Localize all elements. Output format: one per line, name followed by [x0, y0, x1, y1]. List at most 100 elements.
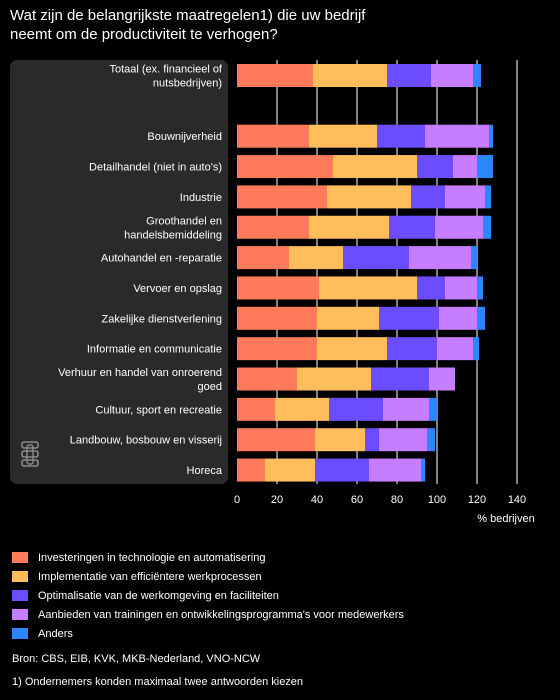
bar-segment: [453, 155, 477, 179]
legend-label: Anders: [38, 627, 73, 640]
bar-segment: [411, 185, 445, 209]
bar-segment: [483, 215, 491, 239]
x-tick-label: 80: [391, 494, 403, 506]
bar-segment: [387, 64, 431, 87]
legend-item: Implementatie van efficiëntere werkproce…: [12, 567, 552, 586]
legend-item: Optimalisatie van de werkomgeving en fac…: [12, 586, 552, 605]
bar-segment: [389, 215, 435, 239]
bar-segment: [237, 246, 289, 270]
category-label: Industrie: [180, 192, 222, 204]
bar-segment: [379, 428, 427, 452]
chart-title-line-2: neemt om de productiviteit te verhogen?: [10, 26, 278, 43]
category-label: Informatie en communicatie: [87, 344, 222, 356]
bars: [237, 64, 493, 482]
x-tick-label: 60: [351, 494, 363, 506]
category-label: Detailhandel (niet in auto's): [89, 162, 222, 174]
bar-segment: [429, 397, 437, 421]
bar-segment: [371, 367, 429, 391]
bar-segment: [309, 124, 377, 148]
bar-segment: [237, 367, 297, 391]
category-label: Cultuur, sport en recreatie: [95, 404, 222, 416]
bar-segment: [387, 337, 437, 361]
x-axis-ticks: 0 20 40 60 80 100 120 140: [234, 494, 526, 506]
bar-segment: [477, 276, 483, 300]
legend-label: Implementatie van efficiëntere werkproce…: [38, 570, 262, 583]
category-label: Zakelijke dienstverlening: [102, 313, 222, 325]
x-tick-label: 100: [428, 494, 446, 506]
bar-segment: [435, 215, 483, 239]
bar-segment: [471, 246, 477, 270]
bar-segment: [237, 215, 309, 239]
bar-segment: [237, 185, 327, 209]
stacked-bar-chart: Totaal (ex. financieel of nutsbedrijven) B…: [10, 60, 535, 525]
legend-swatch: [12, 590, 28, 601]
x-tick-label: 120: [468, 494, 486, 506]
bar-segment: [319, 276, 417, 300]
bar-segment: [477, 306, 485, 330]
footnote: 1) Ondernemers konden maximaal twee antw…: [12, 676, 304, 688]
bar-segment: [445, 276, 477, 300]
bar-segment: [445, 185, 485, 209]
legend-label: Aanbieden van trainingen en ontwikkeling…: [38, 608, 404, 621]
bar-segment: [275, 397, 329, 421]
bar-segment: [477, 155, 493, 179]
bar-segment: [289, 246, 343, 270]
bar-segment: [317, 306, 379, 330]
bar-segment: [383, 397, 429, 421]
bar-segment: [237, 306, 317, 330]
bar-segment: [489, 124, 493, 148]
bar-segment: [431, 64, 473, 87]
bar-segment: [421, 458, 425, 482]
legend-label: Investeringen in technologie en automati…: [38, 551, 266, 564]
bar-segment: [439, 306, 477, 330]
bar-segment: [237, 458, 265, 482]
legend: Investeringen in technologie en automati…: [12, 548, 552, 643]
category-panel: [10, 60, 228, 484]
bar-segment: [327, 185, 411, 209]
bar-segment: [237, 428, 315, 452]
bar-segment: [379, 306, 439, 330]
bar-segment: [265, 458, 315, 482]
bar-segment: [365, 428, 379, 452]
bar-segment: [343, 246, 409, 270]
bar-segment: [313, 64, 387, 87]
source-note: Bron: CBS, EIB, KVK, MKB-Nederland, VNO-…: [12, 653, 261, 665]
bar-segment: [237, 155, 333, 179]
legend-item: Investeringen in technologie en automati…: [12, 548, 552, 567]
bar-segment: [333, 155, 417, 179]
legend-swatch: [12, 609, 28, 620]
bar-segment: [315, 458, 369, 482]
bar-segment: [237, 397, 275, 421]
x-axis-label: % bedrijven: [477, 513, 534, 525]
x-tick-label: 20: [271, 494, 283, 506]
legend-swatch: [12, 552, 28, 563]
chart-title-line-1: Wat zijn de belangrijkste maatregelen1) …: [10, 7, 366, 24]
bar-segment: [315, 428, 365, 452]
bar-segment: [237, 337, 317, 361]
x-tick-label: 140: [508, 494, 526, 506]
legend-item: Anders: [12, 624, 552, 643]
legend-swatch: [12, 628, 28, 639]
bar-segment: [237, 276, 319, 300]
bar-segment: [427, 428, 435, 452]
category-label: Totaal (ex. financieel of nutsbedrijven): [109, 64, 222, 90]
category-label: Autohandel en -reparatie: [101, 253, 222, 265]
bar-segment: [377, 124, 425, 148]
category-labels: Totaal (ex. financieel of nutsbedrijven) B…: [58, 64, 223, 478]
bar-segment: [417, 276, 445, 300]
bar-segment: [437, 337, 473, 361]
legend-label: Optimalisatie van de werkomgeving en fac…: [38, 589, 279, 602]
bar-segment: [429, 367, 455, 391]
bar-segment: [329, 397, 383, 421]
x-tick-label: 40: [311, 494, 323, 506]
category-label: Landbouw, bosbouw en visserij: [70, 435, 222, 447]
bar-segment: [417, 155, 453, 179]
bar-segment: [237, 64, 313, 87]
bar-segment: [473, 337, 479, 361]
bar-segment: [425, 124, 489, 148]
bar-segment: [309, 215, 389, 239]
cbs-logo-icon: [21, 441, 39, 467]
chart-title: Wat zijn de belangrijkste maatregelen1) …: [10, 6, 530, 44]
legend-swatch: [12, 571, 28, 582]
bar-segment: [237, 124, 309, 148]
